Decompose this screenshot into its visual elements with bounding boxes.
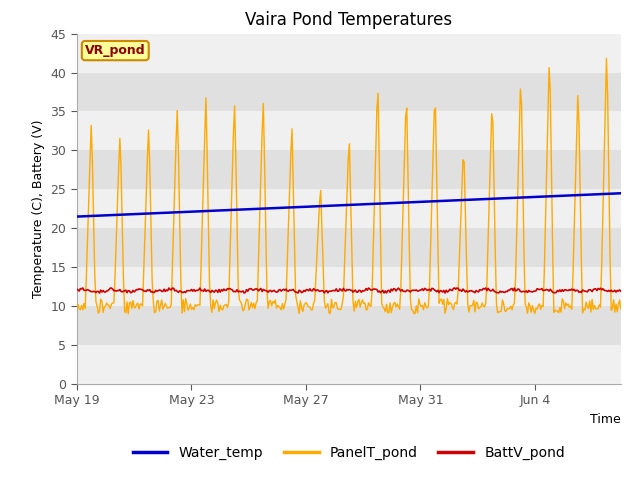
Bar — [77, 306, 621, 345]
Bar — [77, 72, 621, 111]
Legend: Water_temp, PanelT_pond, BattV_pond: Water_temp, PanelT_pond, BattV_pond — [127, 440, 571, 465]
Bar — [77, 228, 621, 267]
X-axis label: Time: Time — [590, 413, 621, 426]
Y-axis label: Temperature (C), Battery (V): Temperature (C), Battery (V) — [32, 120, 45, 298]
Bar — [77, 345, 621, 384]
Bar — [77, 150, 621, 189]
Bar — [77, 267, 621, 306]
Bar — [77, 34, 621, 72]
Bar — [77, 111, 621, 150]
Title: Vaira Pond Temperatures: Vaira Pond Temperatures — [245, 11, 452, 29]
Text: VR_pond: VR_pond — [85, 44, 145, 57]
Bar — [77, 189, 621, 228]
